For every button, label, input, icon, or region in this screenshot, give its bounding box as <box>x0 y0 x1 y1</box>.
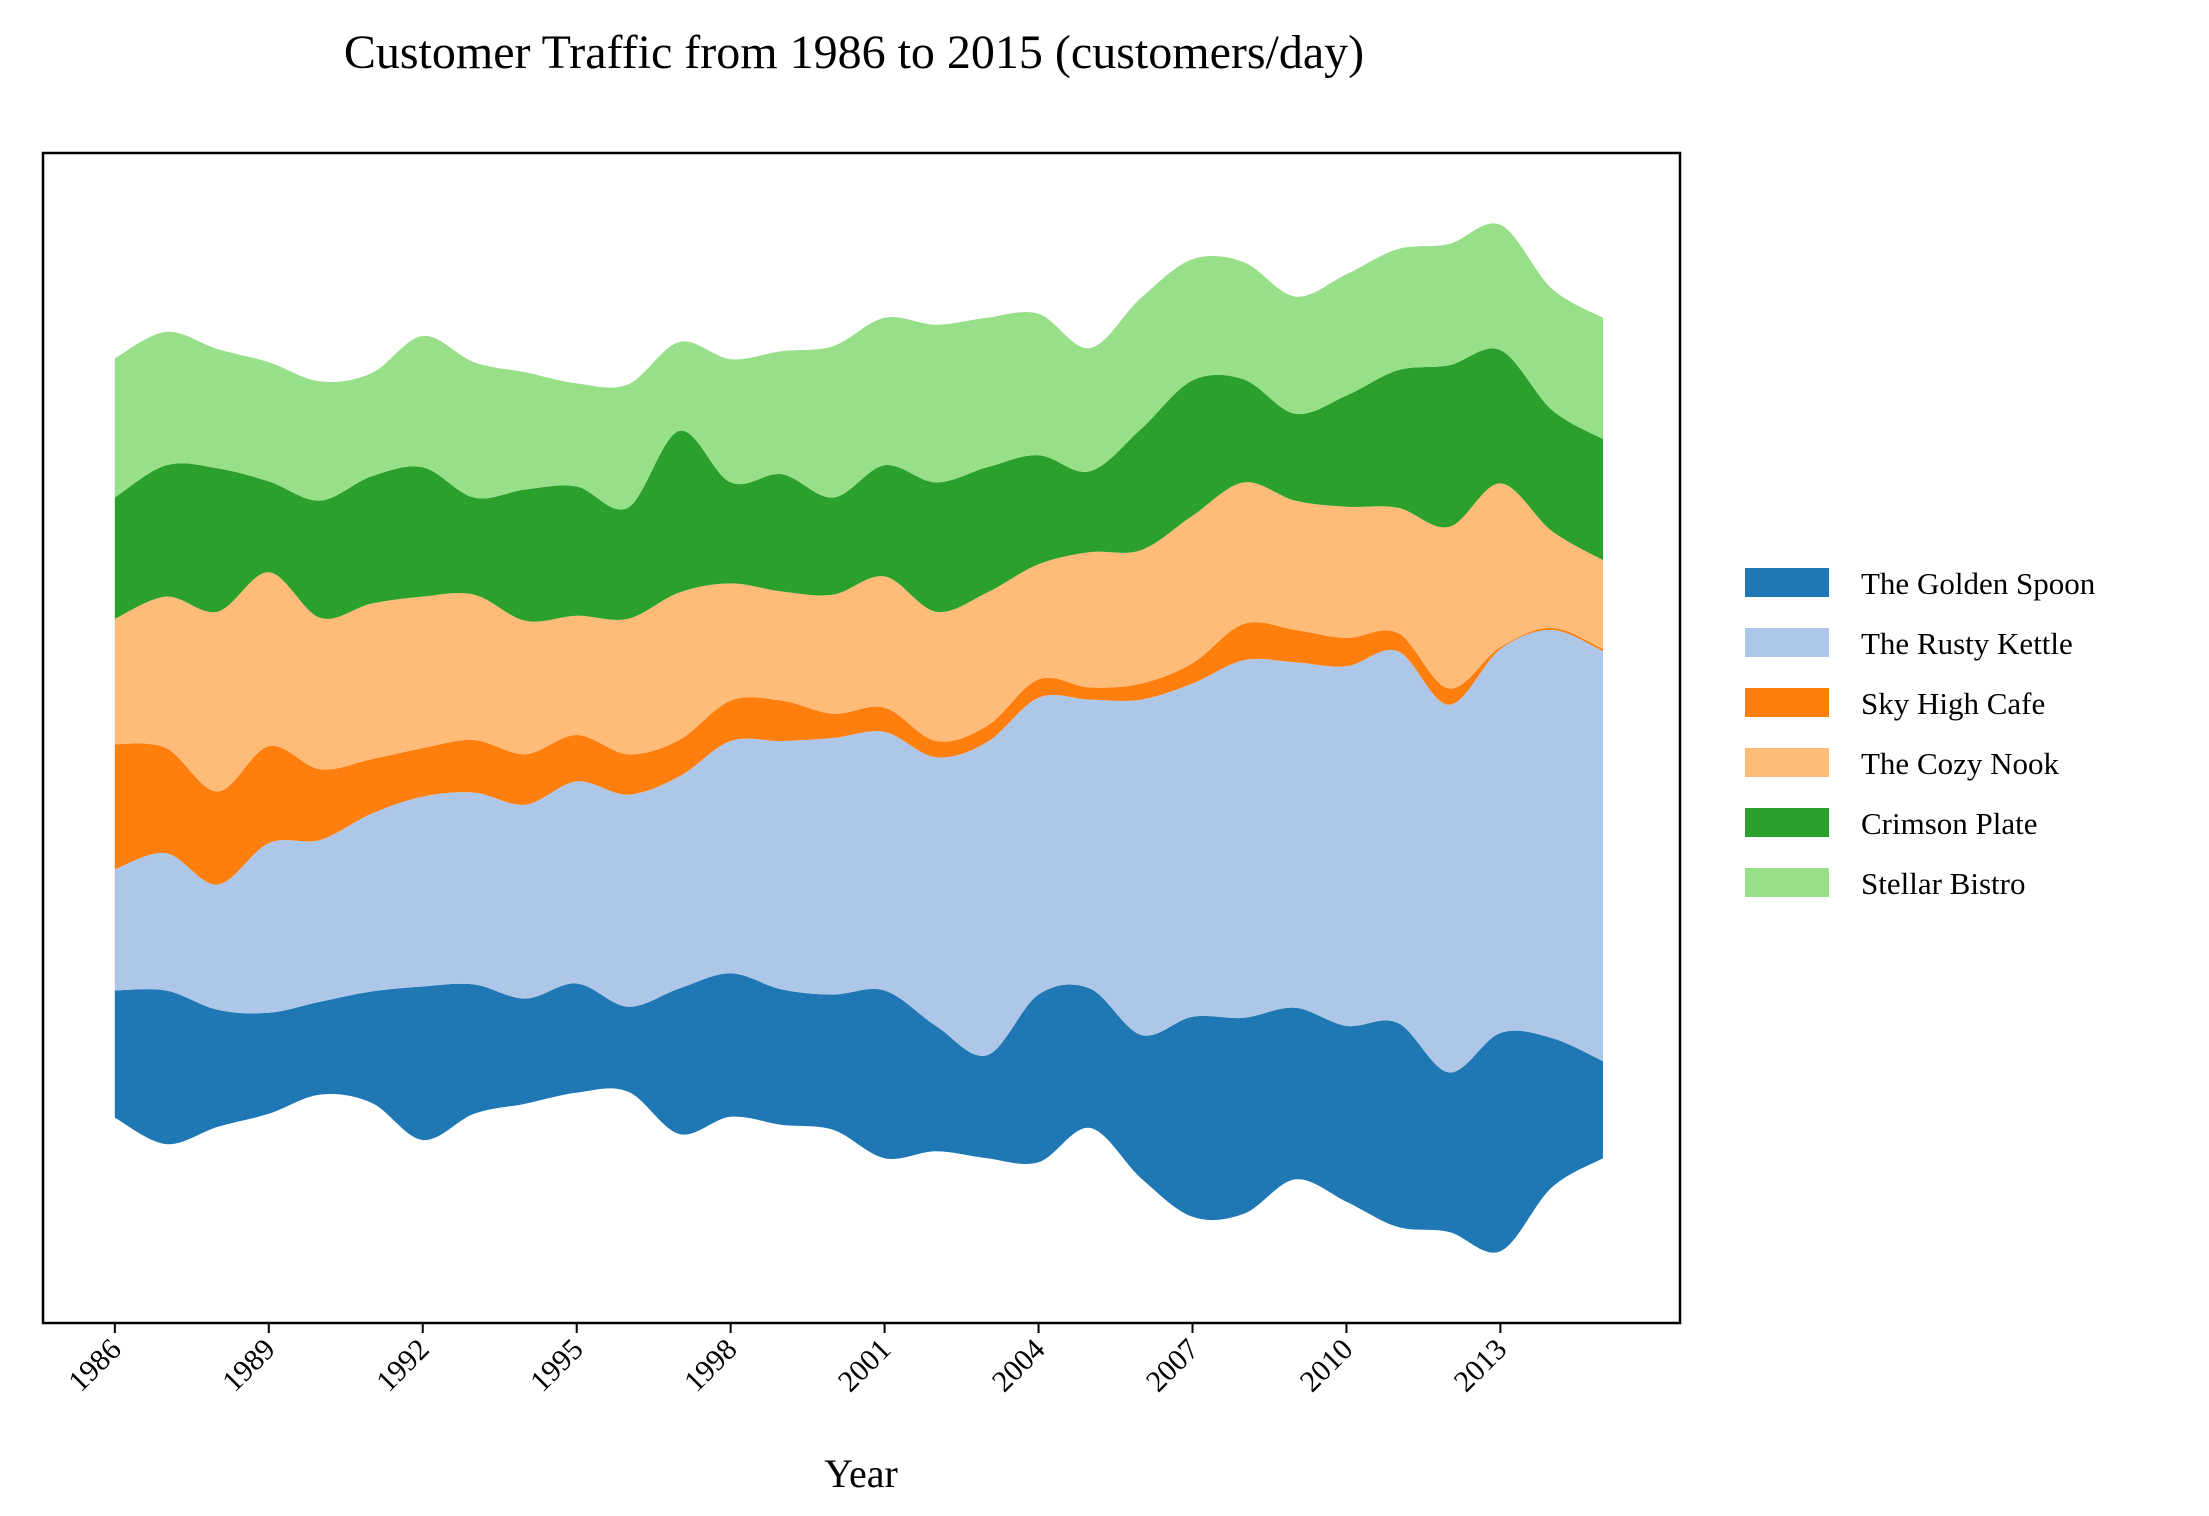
legend-swatch <box>1745 748 1829 777</box>
stream-layer-the-rusty-kettle <box>114 629 1603 1073</box>
legend: The Golden Spoon The Rusty Kettle Sky High… <box>1745 566 2096 901</box>
x-tick-label: 1986 <box>62 1333 128 1399</box>
stream-layer-stellar-bistro <box>114 223 1603 510</box>
x-tick-label: 1995 <box>524 1333 590 1399</box>
x-tick-label: 2004 <box>986 1333 1052 1399</box>
stream-layer-crimson-plate <box>114 348 1603 622</box>
x-tick-label: 2010 <box>1294 1333 1360 1399</box>
legend-swatch <box>1745 688 1829 717</box>
stream-layer-the-golden-spoon <box>114 973 1603 1253</box>
x-tick-label: 2007 <box>1140 1333 1206 1399</box>
legend-label: Stellar Bistro <box>1861 866 2025 901</box>
x-axis-ticks: 1986 1989 1992 1995 1998 2001 2004 2007 2010 2013 <box>62 1323 1513 1398</box>
chart-title: Customer Traffic from 1986 to 2015 (cust… <box>344 26 1364 79</box>
legend-swatch <box>1745 808 1829 837</box>
legend-label: The Golden Spoon <box>1861 566 2096 601</box>
legend-swatch <box>1745 628 1829 657</box>
legend-swatch <box>1745 868 1829 897</box>
x-axis-label: Year <box>824 1451 898 1496</box>
x-tick-label: 1998 <box>678 1333 744 1399</box>
legend-label: Sky High Cafe <box>1861 686 2045 721</box>
x-tick-label: 1989 <box>216 1333 282 1399</box>
x-tick-label: 1992 <box>370 1333 436 1399</box>
stream-layer-sky-high-cafe <box>114 622 1603 885</box>
legend-label: The Rusty Kettle <box>1861 626 2073 661</box>
stream-layers <box>114 223 1603 1253</box>
x-tick-label: 2001 <box>832 1333 898 1399</box>
legend-label: Crimson Plate <box>1861 806 2038 841</box>
legend-swatch <box>1745 568 1829 597</box>
plot-area-frame <box>41 151 1682 1325</box>
stream-layer-the-cozy-nook <box>114 482 1603 792</box>
legend-label: The Cozy Nook <box>1861 746 2060 781</box>
x-tick-label: 2013 <box>1448 1333 1514 1399</box>
